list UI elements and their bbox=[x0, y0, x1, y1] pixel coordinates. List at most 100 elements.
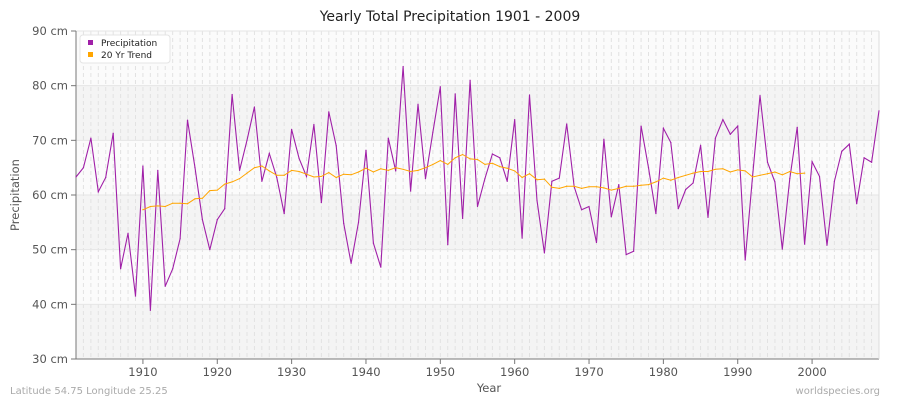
trend-point bbox=[209, 190, 211, 192]
trend-point bbox=[804, 172, 806, 174]
trend-point bbox=[692, 172, 694, 174]
precipitation-point bbox=[343, 222, 345, 225]
trend-point bbox=[372, 171, 375, 173]
trend-point bbox=[298, 170, 300, 173]
precipitation-point bbox=[387, 137, 389, 139]
trend-point bbox=[729, 171, 731, 173]
trend-point bbox=[231, 181, 233, 183]
precipitation-point bbox=[335, 145, 337, 147]
trend-point bbox=[216, 189, 218, 191]
trend-point bbox=[417, 169, 419, 171]
precipitation-point bbox=[848, 143, 850, 145]
trend-point bbox=[707, 170, 709, 173]
precipitation-point bbox=[75, 176, 77, 178]
precipitation-point bbox=[759, 94, 761, 97]
trend-line bbox=[142, 153, 805, 211]
precipitation-point bbox=[350, 262, 352, 264]
trend-point bbox=[350, 174, 352, 176]
trend-point bbox=[655, 181, 657, 183]
trend-point bbox=[454, 157, 456, 159]
trend-point bbox=[714, 168, 717, 170]
precipitation-point bbox=[179, 238, 181, 240]
trend-point bbox=[328, 171, 330, 174]
precipitation-point bbox=[417, 103, 419, 105]
trend-point bbox=[640, 184, 642, 186]
precipitation-point bbox=[662, 127, 664, 129]
precipitation-point bbox=[737, 125, 739, 127]
trend-point bbox=[164, 205, 166, 208]
trend-point bbox=[759, 174, 761, 176]
legend-label-trend: 20 Yr Trend bbox=[101, 51, 152, 61]
precipitation-point bbox=[120, 268, 122, 270]
trend-point bbox=[224, 183, 226, 185]
precipitation-point bbox=[692, 182, 694, 184]
x-tick-label: 1990 bbox=[723, 365, 752, 379]
trend-point bbox=[521, 176, 523, 179]
trend-point bbox=[603, 187, 605, 189]
trend-point bbox=[305, 173, 308, 175]
trend-point bbox=[343, 173, 345, 175]
trend-point bbox=[595, 186, 598, 188]
trend-point bbox=[357, 171, 360, 173]
trend-point bbox=[685, 174, 687, 176]
trend-point bbox=[506, 167, 508, 169]
precipitation-point bbox=[112, 132, 114, 134]
precipitation-point bbox=[209, 249, 211, 251]
precipitation-point bbox=[201, 219, 203, 221]
x-tick-label: 1970 bbox=[574, 365, 603, 379]
trend-point bbox=[142, 209, 144, 211]
precipitation-point bbox=[97, 191, 99, 193]
precipitation-point bbox=[149, 309, 151, 311]
precipitation-point bbox=[707, 216, 709, 219]
y-tick-label: 50 cm bbox=[32, 243, 68, 257]
trend-point bbox=[409, 170, 412, 173]
trend-point bbox=[149, 205, 151, 208]
precipitation-point bbox=[603, 138, 605, 140]
x-tick-label: 1940 bbox=[351, 365, 380, 379]
x-axis-label: Year bbox=[476, 381, 502, 395]
precipitation-point bbox=[856, 203, 858, 205]
trend-point bbox=[766, 173, 769, 175]
precipitation-point bbox=[818, 175, 821, 178]
precipitation-point bbox=[380, 266, 382, 268]
precipitation-point bbox=[432, 131, 434, 133]
x-tick-label: 1930 bbox=[277, 365, 306, 379]
x-tick-label: 1980 bbox=[649, 365, 678, 379]
trend-point bbox=[588, 186, 590, 188]
precipitation-point bbox=[172, 268, 174, 270]
footer-site: worldspecies.org bbox=[796, 386, 880, 397]
precipitation-point bbox=[328, 111, 330, 113]
trend-point bbox=[469, 158, 471, 160]
trend-point bbox=[618, 187, 620, 190]
x-tick-label: 1910 bbox=[128, 365, 157, 379]
precipitation-point bbox=[283, 212, 285, 215]
trend-point bbox=[543, 178, 546, 180]
precipitation-point bbox=[729, 133, 731, 135]
precipitation-point bbox=[543, 252, 546, 254]
precipitation-point bbox=[484, 178, 486, 180]
trend-point bbox=[752, 176, 754, 178]
y-tick-label: 60 cm bbox=[32, 188, 68, 202]
precipitation-point bbox=[863, 157, 865, 159]
precipitation-point bbox=[313, 123, 315, 126]
x-tick-label: 1950 bbox=[426, 365, 455, 379]
precipitation-point bbox=[454, 93, 456, 95]
trend-point bbox=[201, 197, 203, 199]
precipitation-point bbox=[625, 253, 627, 256]
trend-point bbox=[439, 159, 441, 162]
legend-swatch-precipitation bbox=[88, 40, 93, 45]
legend-swatch-trend bbox=[88, 52, 93, 57]
trend-point bbox=[737, 169, 739, 171]
precipitation-point bbox=[164, 285, 166, 287]
trend-point bbox=[253, 167, 256, 169]
precipitation-point bbox=[357, 221, 360, 223]
trend-point bbox=[566, 185, 568, 187]
precipitation-point bbox=[640, 125, 642, 127]
trend-point bbox=[283, 174, 285, 176]
precipitation-point bbox=[253, 106, 256, 108]
chart-title: Yearly Total Precipitation 1901 - 2009 bbox=[319, 9, 581, 25]
precipitation-point bbox=[127, 232, 129, 234]
trend-point bbox=[699, 170, 702, 173]
precipitation-point bbox=[276, 176, 278, 179]
